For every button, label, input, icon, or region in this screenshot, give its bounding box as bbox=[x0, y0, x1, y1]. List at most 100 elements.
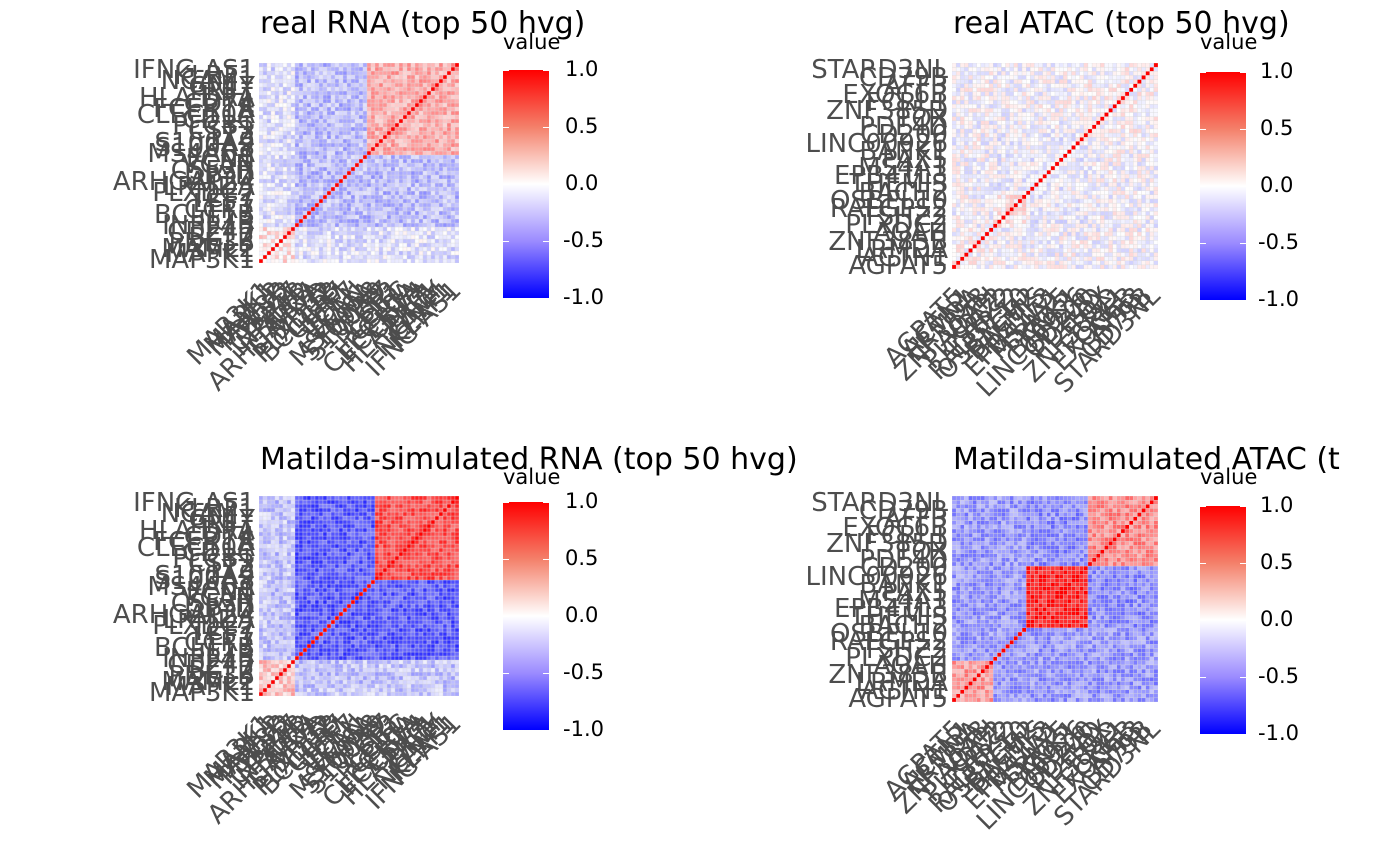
heatmap-cell bbox=[1013, 169, 1019, 175]
heatmap-cell bbox=[1009, 153, 1014, 158]
heatmap-cell bbox=[326, 194, 332, 200]
heatmap-cell bbox=[334, 146, 340, 152]
heatmap-cell bbox=[434, 190, 440, 196]
heatmap-cell bbox=[270, 106, 276, 112]
heatmap-cell bbox=[1030, 182, 1035, 187]
heatmap-cell bbox=[310, 102, 316, 108]
heatmap-cell bbox=[1001, 157, 1006, 163]
heatmap-cell bbox=[1042, 240, 1047, 245]
heatmap-cell bbox=[434, 254, 440, 260]
heatmap-cell bbox=[374, 98, 380, 104]
heatmap-cell bbox=[1009, 223, 1014, 228]
heatmap-cell bbox=[1005, 240, 1010, 245]
heatmap-cell bbox=[259, 218, 264, 224]
heatmap-cell bbox=[1030, 256, 1035, 261]
heatmap-cell bbox=[984, 91, 990, 97]
heatmap-cell bbox=[358, 218, 364, 224]
heatmap-cell bbox=[278, 134, 284, 140]
heatmap-cell bbox=[1001, 248, 1006, 253]
heatmap-cell bbox=[410, 258, 416, 263]
heatmap-cell bbox=[1071, 104, 1076, 109]
heatmap-cell bbox=[1050, 108, 1056, 113]
heatmap-cell bbox=[450, 78, 456, 84]
heatmap-cell bbox=[1145, 223, 1150, 228]
heatmap-cell bbox=[1100, 108, 1105, 113]
heatmap-cell bbox=[1042, 91, 1047, 97]
heatmap-cell bbox=[426, 194, 432, 200]
heatmap-cell bbox=[346, 74, 352, 80]
heatmap-cell bbox=[342, 206, 348, 212]
heatmap-cell bbox=[1075, 157, 1080, 163]
heatmap-cell bbox=[1083, 190, 1089, 195]
heatmap-cell bbox=[1058, 235, 1064, 241]
heatmap-cell bbox=[334, 126, 340, 132]
heatmap-cell bbox=[976, 174, 981, 179]
heatmap-cell bbox=[414, 226, 420, 232]
heatmap-cell bbox=[1075, 104, 1080, 109]
heatmap-cell bbox=[438, 90, 444, 96]
heatmap-cell bbox=[326, 166, 332, 172]
heatmap-cell bbox=[298, 218, 304, 224]
heatmap-cell bbox=[394, 70, 400, 76]
heatmap-cell bbox=[370, 138, 376, 144]
heatmap-cell bbox=[390, 222, 396, 228]
heatmap-cell bbox=[338, 218, 344, 224]
heatmap-cell bbox=[968, 215, 973, 220]
y-tick-label: IL7R bbox=[198, 205, 255, 236]
heatmap-cell bbox=[1108, 190, 1113, 195]
heatmap-cell bbox=[1013, 120, 1019, 125]
heatmap-cell bbox=[1104, 149, 1109, 154]
heatmap-cell bbox=[306, 146, 312, 152]
heatmap-cell bbox=[418, 142, 424, 148]
heatmap-cell bbox=[418, 130, 424, 136]
heatmap-cell bbox=[988, 91, 994, 97]
heatmap-cell bbox=[1030, 112, 1035, 117]
heatmap-cell bbox=[374, 258, 380, 263]
heatmap-cell bbox=[976, 124, 981, 130]
heatmap-cell bbox=[310, 242, 316, 248]
heatmap-cell bbox=[1013, 124, 1019, 130]
heatmap-cell bbox=[366, 194, 372, 200]
heatmap-cell bbox=[980, 252, 986, 257]
heatmap-cell bbox=[326, 250, 332, 256]
heatmap-cell bbox=[1054, 256, 1060, 261]
heatmap-cell bbox=[414, 250, 420, 256]
heatmap-cell bbox=[1153, 194, 1158, 200]
heatmap-cell bbox=[350, 142, 356, 148]
heatmap-cell bbox=[366, 214, 372, 220]
heatmap-cell bbox=[1067, 112, 1072, 117]
heatmap-cell bbox=[1046, 260, 1052, 266]
heatmap-cell bbox=[1009, 227, 1014, 233]
heatmap-cell bbox=[390, 202, 396, 208]
heatmap-cell bbox=[394, 126, 400, 132]
heatmap-cell bbox=[1050, 227, 1056, 233]
heatmap-cell bbox=[1096, 120, 1101, 125]
heatmap-cell bbox=[430, 238, 436, 244]
heatmap-cell bbox=[310, 206, 316, 212]
heatmap-cell bbox=[1112, 79, 1117, 84]
heatmap-cell bbox=[378, 226, 384, 232]
y-tick-label: MAP3K1 bbox=[148, 245, 255, 275]
heatmap-cell bbox=[314, 222, 320, 228]
heatmap-cell bbox=[952, 252, 957, 257]
heatmap-cell bbox=[1096, 248, 1101, 253]
heatmap-cell bbox=[294, 182, 300, 188]
heatmap-cell bbox=[298, 63, 304, 68]
heatmap-cell bbox=[1075, 231, 1080, 237]
heatmap-cell bbox=[430, 182, 436, 188]
heatmap-cell bbox=[1145, 128, 1150, 134]
heatmap-cell bbox=[1005, 190, 1010, 195]
heatmap-cell bbox=[1120, 91, 1126, 97]
heatmap-cell bbox=[274, 258, 280, 263]
heatmap-cell bbox=[1096, 202, 1101, 208]
heatmap-cell bbox=[1013, 264, 1019, 269]
heatmap-cell bbox=[964, 252, 969, 257]
heatmap-cell bbox=[374, 142, 380, 148]
y-tick-label: HLA-DRA bbox=[138, 82, 255, 113]
heatmap-cell bbox=[366, 238, 372, 244]
heatmap-cell bbox=[338, 138, 344, 144]
heatmap-cell bbox=[968, 112, 973, 117]
heatmap-cell bbox=[1133, 219, 1138, 224]
heatmap-cell bbox=[454, 214, 459, 220]
heatmap-cell bbox=[358, 118, 364, 124]
